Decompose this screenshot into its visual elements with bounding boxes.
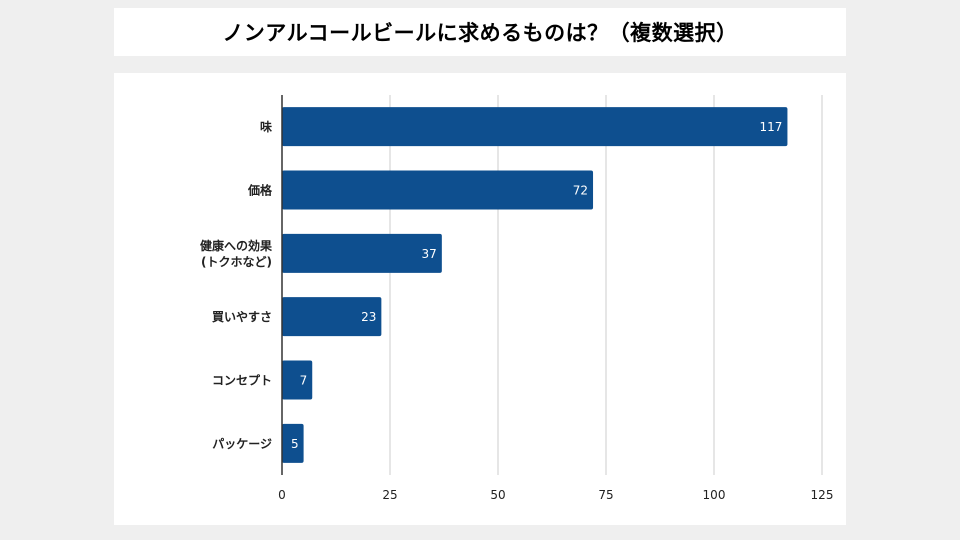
chart-area: 0 25 50 75 100 125 117 味 72 価格 37 健康への効果(トクホなど) 23 買い… [114, 73, 846, 525]
bar-0 [282, 107, 788, 147]
bar-value-label-0: 117 [760, 120, 783, 134]
x-tick-label-25: 25 [382, 488, 397, 502]
bar-2 [282, 233, 442, 273]
bar-value-label-2: 37 [422, 247, 437, 261]
category-label-4: コンセプト [212, 373, 272, 388]
bar-value-label-3: 23 [361, 310, 376, 324]
category-label-0: 味 [260, 119, 272, 134]
bar-value-label-1: 72 [573, 184, 588, 198]
category-label-5: パッケージ [212, 437, 272, 451]
bar-chart: 0 25 50 75 100 125117味72価格37健康への効果(トクホなど)23買い… [200, 95, 834, 502]
category-label-1: 価格 [247, 183, 273, 198]
category-label-2: 健康への効果(トクホなど) [200, 238, 272, 269]
bar-1 [282, 170, 594, 210]
x-tick-label-50: 50 [490, 488, 505, 502]
chart-title: ノンアルコールビールに求めるものは？（複数選択） [222, 21, 738, 45]
bar-value-label-5: 5 [291, 437, 299, 451]
x-tick-label-0: 0 [278, 488, 286, 502]
bar-value-label-4: 7 [300, 374, 308, 388]
bar-3 [282, 297, 382, 337]
x-tick-label-75: 75 [598, 488, 613, 502]
x-tick-label-100: 100 [703, 488, 726, 502]
x-tick-label-125: 125 [811, 488, 834, 502]
category-label-3: 買いやすさ [212, 310, 272, 324]
chart-title-box: ノンアルコールビールに求めるものは？（複数選択） [114, 8, 846, 56]
bar-5 [282, 423, 304, 463]
bar-4 [282, 360, 313, 400]
